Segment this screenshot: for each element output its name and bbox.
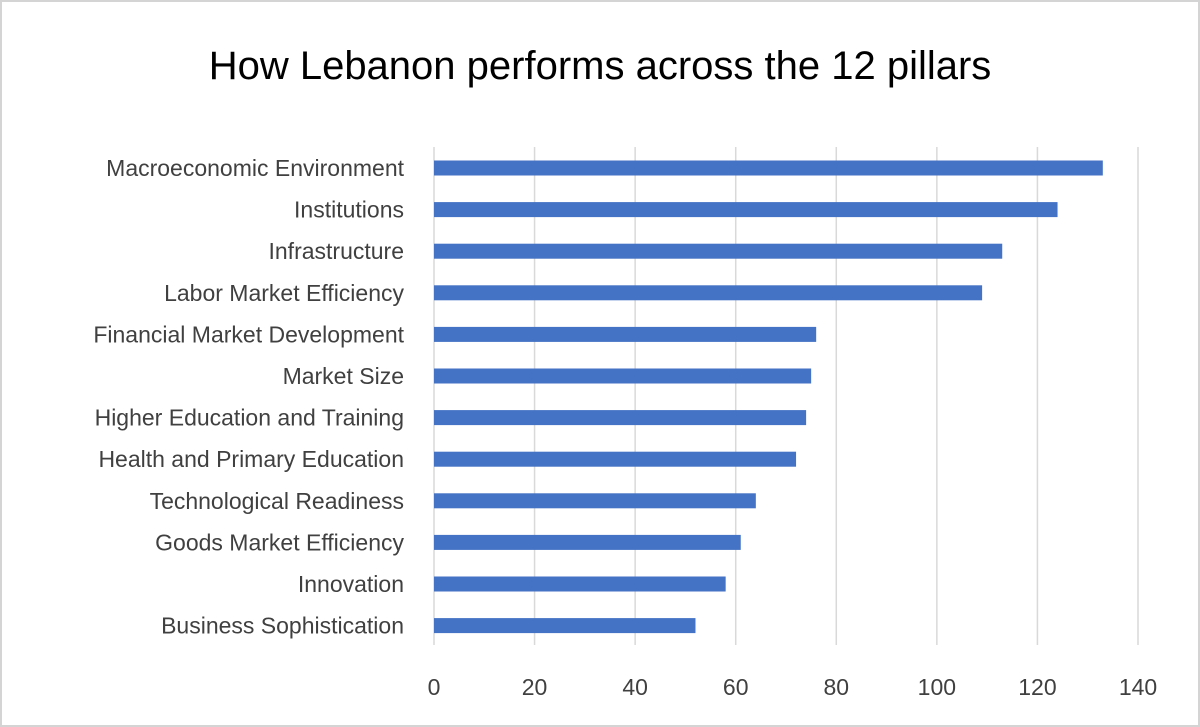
category-label: Goods Market Efficiency [155, 529, 404, 555]
category-label: Higher Education and Training [95, 405, 404, 431]
bars [434, 160, 1103, 634]
bar [434, 243, 1003, 259]
category-label: Infrastructure [269, 238, 405, 264]
category-label: Innovation [298, 571, 404, 597]
bar [434, 202, 1058, 218]
bar [434, 618, 696, 634]
x-axis-tick-labels: 0 20 40 60 80 100 120 140 [428, 674, 1158, 700]
x-tick-label: 80 [823, 674, 849, 700]
x-tick-label: 0 [428, 674, 441, 700]
x-tick-label: 140 [1119, 674, 1157, 700]
category-label: Technological Readiness [150, 488, 404, 514]
bar [434, 368, 812, 384]
category-labels: Macroeconomic Environment Institutions Inf… [93, 155, 404, 639]
x-tick-label: 20 [522, 674, 548, 700]
x-tick-label: 100 [918, 674, 956, 700]
bar [434, 493, 756, 509]
x-tick-label: 120 [1018, 674, 1056, 700]
bar [434, 326, 817, 342]
chart-title: How Lebanon performs across the 12 pilla… [208, 44, 992, 88]
category-label: Business Sophistication [161, 613, 404, 639]
bar [434, 451, 797, 467]
bar [434, 576, 726, 592]
category-label: Health and Primary Education [98, 446, 404, 472]
x-tick-label: 60 [723, 674, 749, 700]
x-tick-label: 40 [622, 674, 648, 700]
category-label: Labor Market Efficiency [164, 280, 404, 306]
category-label: Macroeconomic Environment [106, 155, 404, 181]
category-label: Institutions [294, 197, 404, 223]
bar [434, 160, 1103, 176]
bar [434, 410, 807, 426]
category-label: Market Size [283, 363, 404, 389]
category-label: Financial Market Development [93, 321, 404, 347]
bar [434, 285, 983, 301]
bar [434, 534, 741, 550]
grid-lines [433, 147, 1139, 645]
